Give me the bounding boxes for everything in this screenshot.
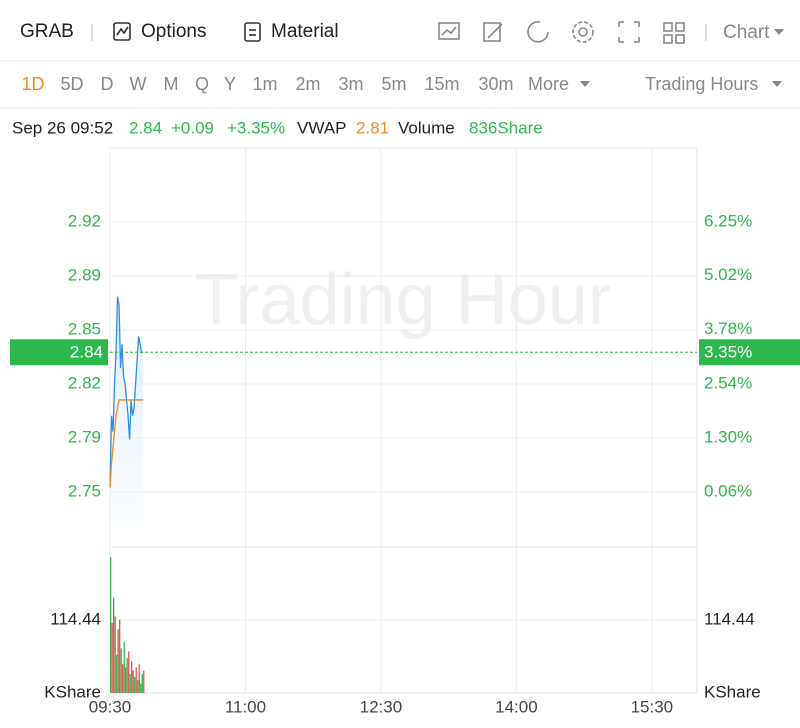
period-button[interactable]: 1m	[252, 74, 277, 94]
material-icon[interactable]	[244, 22, 261, 42]
price-area	[110, 296, 144, 527]
volume-bar	[131, 661, 133, 693]
y2-tick-label: 0.06%	[704, 481, 752, 500]
y-tick-label: 2.89	[68, 266, 101, 285]
period-button[interactable]: Q	[195, 74, 209, 94]
material-button[interactable]: Material	[271, 21, 339, 42]
period-button[interactable]: M	[164, 74, 179, 94]
volume-label: Volume	[398, 118, 455, 137]
volume-bar	[111, 622, 113, 693]
dropdown-arrow	[772, 81, 782, 87]
volume-unit: KShare	[44, 682, 101, 701]
volume-bar	[126, 657, 128, 693]
options-icon[interactable]	[113, 22, 131, 41]
x-tick-label: 11:00	[225, 697, 266, 716]
y2-tick-label: 1.30%	[704, 427, 752, 446]
y-tick-label: 2.82	[68, 374, 101, 393]
volume-bar	[116, 654, 118, 693]
toolbar-icons[interactable]	[438, 21, 685, 44]
dropdown-arrow	[580, 81, 590, 87]
y2-tick-label: 6.25%	[704, 212, 752, 231]
symbol[interactable]: GRAB	[20, 21, 74, 42]
volume-bar	[110, 557, 112, 693]
y-tick-label: 2.79	[68, 428, 101, 447]
quote-time: Sep 26 09:52	[12, 118, 113, 137]
y2-tick-label: 2.54%	[704, 373, 752, 392]
watermark: Trading Hour	[194, 260, 612, 340]
y-tick-label: 2.92	[68, 212, 101, 231]
options-button[interactable]: Options	[141, 21, 206, 42]
volume-bar	[135, 667, 137, 693]
y2-tick-label: 3.78%	[704, 319, 752, 338]
x-tick-label: 12:30	[360, 697, 403, 716]
volume-bar	[134, 677, 136, 693]
period-button[interactable]: 15m	[424, 74, 459, 94]
last-change-label: 3.35%	[704, 343, 752, 362]
x-tick-label: 09:30	[89, 697, 132, 716]
volume-bar	[122, 664, 124, 693]
period-button[interactable]: W	[130, 74, 147, 94]
last-price-tag	[10, 339, 108, 366]
volume-bar	[113, 597, 115, 693]
volume-bar	[141, 673, 143, 693]
volume-value: 836Share	[469, 118, 543, 137]
volume-bar	[119, 619, 121, 693]
y-tick-label: 2.85	[68, 320, 101, 339]
quote-price: 2.84	[129, 118, 162, 137]
y-tick-label: 2.75	[68, 482, 101, 501]
period-button[interactable]: D	[101, 74, 114, 94]
vwap-value: 2.81	[356, 118, 389, 137]
volume-bar	[143, 670, 145, 693]
volume-bar	[128, 651, 130, 693]
volume-bar	[114, 616, 116, 693]
x-tick-label: 15:30	[631, 697, 674, 716]
volume-tick-label: 114.44	[704, 609, 755, 628]
period-button[interactable]: 5D	[60, 74, 83, 94]
volume-bar	[120, 648, 122, 693]
volume-unit: KShare	[704, 682, 761, 701]
volume-bar	[132, 670, 134, 693]
dropdown-arrow	[774, 29, 784, 35]
last-change-tag	[699, 339, 800, 366]
more-button[interactable]: More	[528, 74, 569, 94]
volume-bar	[123, 641, 125, 693]
volume-bar	[137, 680, 139, 693]
volume-bar	[129, 673, 131, 693]
last-price-label: 2.84	[70, 343, 103, 362]
volume-bar	[138, 664, 140, 693]
volume-bar	[125, 667, 127, 693]
x-tick-label: 14:00	[495, 697, 538, 716]
period-bar: 1D 5D D W M Q Y 1m 2m 3m 5m 15m 30m	[21, 74, 513, 94]
period-button[interactable]: 2m	[295, 74, 320, 94]
period-button[interactable]: 1D	[21, 74, 44, 94]
y2-tick-label: 5.02%	[704, 265, 752, 284]
vwap-label: VWAP	[297, 118, 346, 137]
quote-change: +0.09	[171, 118, 214, 137]
chart-menu[interactable]: Chart	[723, 22, 770, 43]
period-button[interactable]: 30m	[478, 74, 513, 94]
period-button[interactable]: Y	[224, 74, 236, 94]
period-button[interactable]: 3m	[338, 74, 363, 94]
volume-tick-label: 114.44	[50, 609, 101, 628]
volume-bar	[117, 629, 119, 693]
session-button[interactable]: Trading Hours	[645, 74, 758, 94]
quote-change-pct: +3.35%	[227, 118, 285, 137]
volume-bar	[140, 683, 142, 693]
series-line	[109, 399, 144, 488]
period-button[interactable]: 5m	[381, 74, 406, 94]
